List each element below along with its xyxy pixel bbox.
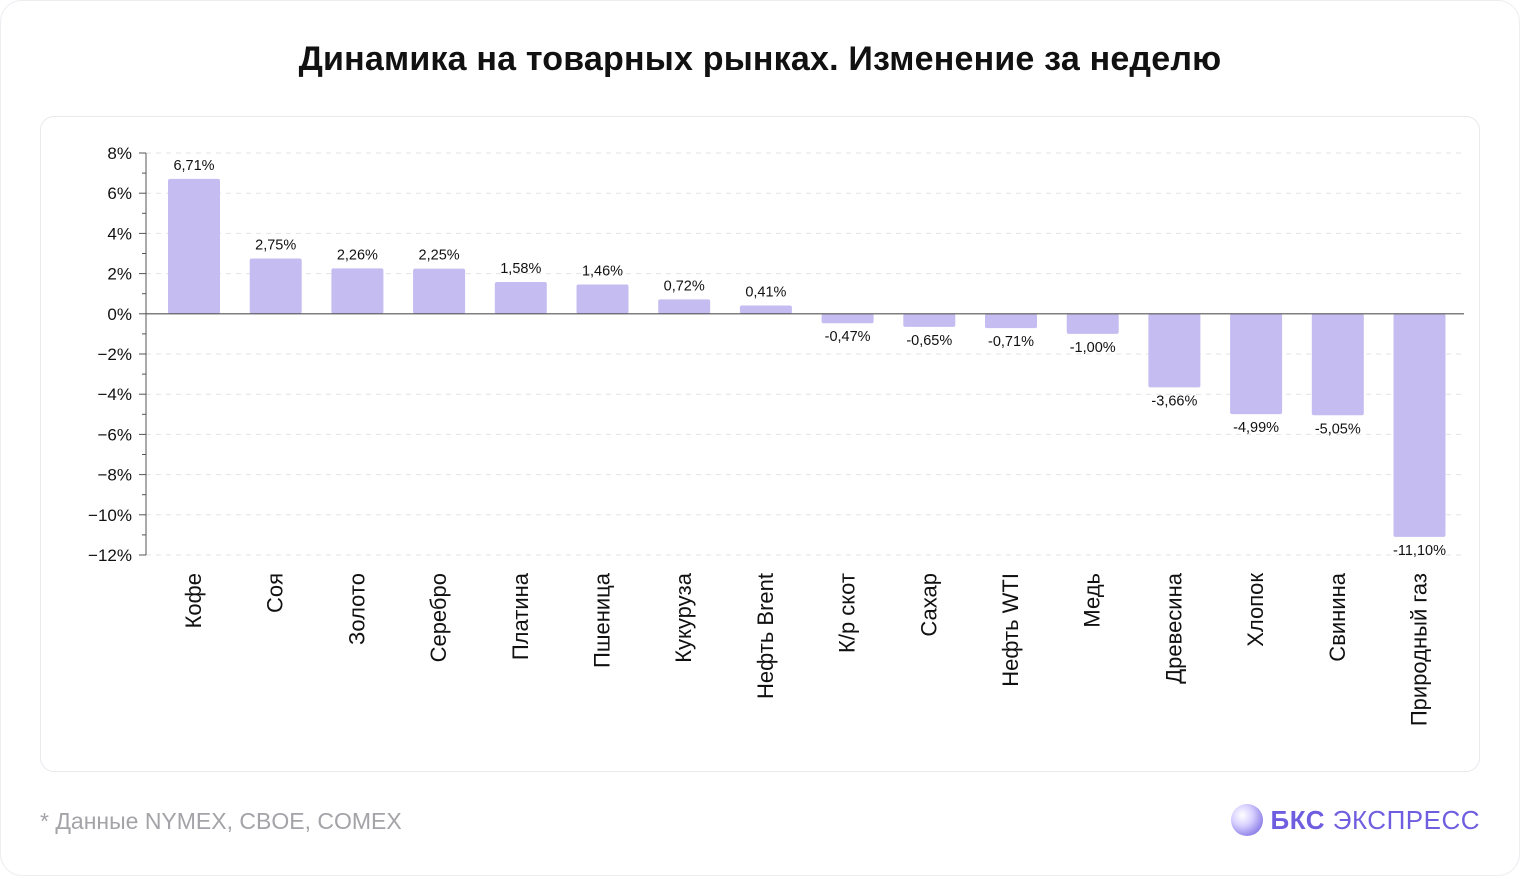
category-label: Серебро [426,573,451,662]
bar [494,282,547,314]
category-label: Медь [1080,573,1105,628]
value-label: 2,25% [419,248,460,264]
brand-name: БКС ЭКСПРЕСС [1271,805,1480,836]
bar [1311,313,1364,416]
brand-name-light: ЭКСПРЕСС [1325,804,1480,835]
value-label: 2,26% [337,247,378,263]
value-label: -5,05% [1315,421,1361,437]
bar [903,313,956,327]
bar [1066,313,1119,334]
value-label: -1,00% [1070,340,1116,356]
bar [821,313,874,324]
category-label: К/р скот [835,573,860,653]
value-label: 2,75% [255,238,296,254]
category-labels: Кофе Соя Золото Серебро Платина Пшеница Кукуру… [181,572,1432,726]
y-tick-label: −2% [98,345,133,364]
y-tick-label: −10% [88,506,132,525]
y-tick-label: −6% [98,425,133,444]
brand-sphere-icon [1230,804,1263,836]
bar [1393,313,1446,537]
bar [413,268,466,314]
category-label: Нефть WTI [998,573,1023,687]
value-label: 1,58% [500,261,541,277]
category-label: Золото [344,573,369,645]
bar [1148,313,1201,388]
value-label: 6,71% [173,158,214,174]
bar [739,305,792,314]
category-label: Свинина [1325,572,1350,661]
category-label: Нефть Brent [753,573,778,699]
y-tick-label: 2% [107,265,132,284]
category-label: Сахар [916,573,941,637]
value-labels: 6,71% 2,75% 2,26% 2,25% 1,58% 1,46% 0,72% 0,41%… [173,158,1446,559]
category-label: Древесина [1161,572,1186,683]
y-tick-label: 6% [107,184,132,203]
value-label: -0,47% [825,329,871,345]
y-tick-label: −12% [88,546,132,565]
y-tick-label: −4% [98,385,133,404]
y-axis: 8% 6% 4% 2% 0% −2% −4% −6% −8% −10% −12% [88,144,147,565]
category-label: Природный газ [1407,573,1432,726]
value-label: -0,65% [906,333,952,349]
bar [331,268,384,314]
y-tick-label: 4% [107,224,132,243]
bar [1230,313,1283,415]
category-label: Кукуруза [671,572,696,663]
category-label: Платина [508,572,533,660]
bar [658,299,711,314]
bar [576,284,629,314]
value-label: -3,66% [1151,393,1197,409]
data-source-footnote: * Данные NYMEX, CBOE, COMEX [40,808,402,834]
bars [146,178,1464,537]
value-label: -4,99% [1233,420,1279,436]
bar [249,258,302,314]
category-label: Соя [263,573,288,613]
value-label: -11,10% [1393,543,1446,559]
category-label: Кофе [181,573,206,628]
y-tick-label: 0% [107,305,132,324]
chart-title: Динамика на товарных рынках. Изменение з… [298,40,1222,78]
bar [985,313,1037,329]
y-tick-label: −8% [98,466,133,485]
bar [168,178,220,314]
value-label: 0,41% [745,285,786,301]
category-label: Пшеница [590,572,615,668]
chart-card: 8% 6% 4% 2% 0% −2% −4% −6% −8% −10% −12% 6,71% 2,75… [40,116,1480,772]
value-label: 1,46% [582,263,623,279]
category-label: Хлопок [1243,573,1268,647]
value-label: -0,71% [988,334,1034,350]
value-label: 0,72% [664,278,705,294]
y-tick-label: 8% [107,144,132,163]
brand-logo: БКС ЭКСПРЕСС [1230,804,1480,836]
brand-name-bold: БКС [1270,804,1326,835]
bar-chart: 8% 6% 4% 2% 0% −2% −4% −6% −8% −10% −12% 6,71% 2,75… [88,144,1464,726]
